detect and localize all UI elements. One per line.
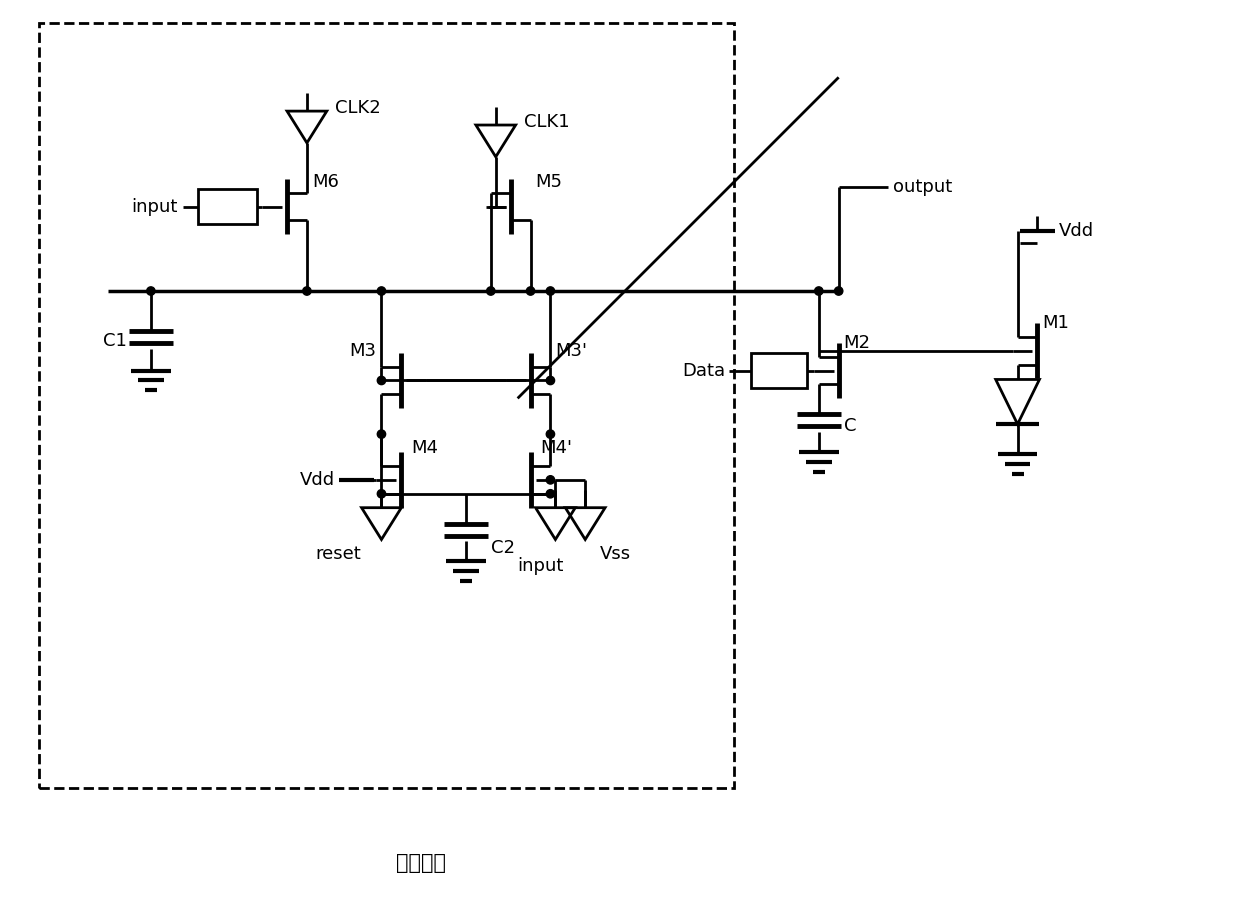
Text: C1: C1 [103,332,126,350]
Text: C2: C2 [491,540,515,557]
Text: 传递单元: 传递单元 [397,853,446,873]
Circle shape [547,476,554,484]
Circle shape [303,286,311,296]
Circle shape [377,286,386,296]
Text: M3: M3 [350,341,377,360]
Text: M5: M5 [536,173,563,190]
Text: input: input [131,198,177,216]
Text: C: C [843,417,856,436]
Circle shape [526,286,534,296]
Circle shape [377,376,386,384]
Text: M3': M3' [556,341,588,360]
Text: reset: reset [316,545,362,564]
Text: Vss: Vss [600,545,631,564]
Text: Vdd: Vdd [1059,222,1095,241]
Circle shape [547,490,554,498]
Text: M4: M4 [412,439,438,458]
Circle shape [835,286,843,296]
Circle shape [547,430,554,438]
Circle shape [377,490,386,498]
Text: M2: M2 [843,334,870,351]
Text: M6: M6 [312,173,339,190]
Circle shape [146,286,155,296]
Circle shape [377,430,386,438]
Text: Data: Data [682,361,725,380]
Circle shape [815,286,823,296]
Circle shape [547,286,554,296]
Text: Vdd: Vdd [300,471,335,489]
Circle shape [547,376,554,384]
Text: CLK1: CLK1 [523,113,569,131]
Text: M4': M4' [541,439,573,458]
Bar [38,23,734,788]
Circle shape [486,286,495,296]
Text: M1: M1 [1043,314,1069,332]
Text: output: output [893,178,952,196]
Text: CLK2: CLK2 [335,99,381,117]
Text: input: input [517,557,564,576]
